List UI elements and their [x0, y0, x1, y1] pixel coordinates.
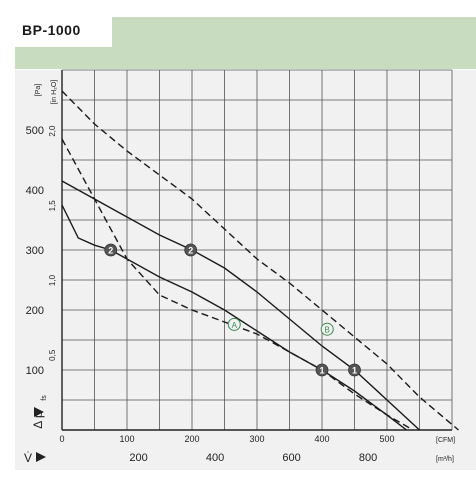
curves: [61, 90, 459, 431]
marker-label: 2: [108, 246, 113, 256]
marker-label: 1: [352, 366, 357, 376]
x-unit-m3h: [m³/h]: [436, 456, 454, 463]
marker-circle: [104, 243, 118, 257]
x-tick-cfm: 500: [379, 434, 394, 444]
x-tick-m3h: 200: [129, 452, 147, 464]
y-tick-pa: 300: [26, 245, 44, 257]
x-tick-cfm: 400: [314, 434, 329, 444]
chart-title: BP-1000: [22, 22, 81, 38]
curve-3: [61, 90, 459, 431]
y-unit-pa: [Pa]: [35, 84, 42, 97]
marker-circle: [315, 363, 329, 377]
marker-label: B: [325, 326, 330, 335]
marker-label: 2: [188, 246, 193, 256]
x-tick-m3h: 600: [282, 452, 300, 464]
marker-a: A: [227, 317, 241, 331]
x-axis-symbol: V̇: [24, 451, 32, 465]
marker-label: 1: [319, 366, 324, 376]
curve-4: [61, 138, 414, 431]
marker-circle: [227, 317, 241, 331]
y-tick-inh2o: 0,5: [48, 349, 57, 361]
marker-2: 2: [184, 243, 198, 257]
x-tick-m3h: 800: [359, 452, 377, 464]
marker-label: A: [232, 321, 238, 330]
plot-background: [15, 70, 476, 470]
title-box: [15, 17, 112, 47]
x-tick-cfm: 0: [59, 434, 64, 444]
y-tick-pa: 100: [26, 365, 44, 377]
x-tick-cfm: 100: [119, 434, 134, 444]
curve-1: [61, 180, 420, 431]
bottom-axis-labels: 0 100 200 300 400 500 [CFM] 200 400 600 800 [m³/h] V…: [24, 434, 455, 465]
y-tick-inh2o: 1,0: [48, 274, 57, 286]
marker-circle: [348, 363, 361, 377]
marker-b: B: [320, 322, 334, 336]
y-axis-arrow-icon: [34, 407, 44, 417]
marker-2: 2: [104, 243, 118, 257]
y-tick-pa: 500: [26, 125, 44, 137]
y-unit-inh2o: [in H₂O]: [51, 80, 58, 105]
y-tick-pa: 200: [26, 305, 44, 317]
y-axis-subscript: fs: [41, 395, 48, 401]
marker-circle: [184, 243, 198, 257]
x-tick-m3h: 400: [206, 452, 224, 464]
marker-circle: [320, 322, 334, 336]
x-axis-arrow-icon: [36, 452, 46, 462]
x-tick-cfm: 300: [249, 434, 264, 444]
y-tick-pa: 400: [26, 185, 44, 197]
markers: 2 2 1 1 A B: [104, 243, 361, 377]
curve-2: [61, 204, 407, 431]
grid: [61, 69, 453, 431]
marker-1: 1: [315, 363, 329, 377]
marker-1: 1: [348, 363, 361, 377]
x-tick-cfm: 200: [184, 434, 199, 444]
y-tick-inh2o: 2,0: [48, 125, 57, 137]
y-tick-inh2o: 1,5: [48, 200, 57, 212]
x-unit-cfm: [CFM]: [436, 437, 455, 444]
